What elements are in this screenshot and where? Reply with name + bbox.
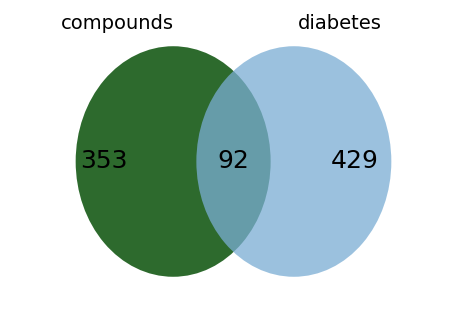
Text: 353: 353	[80, 150, 127, 173]
Ellipse shape	[196, 46, 391, 277]
Text: 92: 92	[218, 150, 249, 173]
Text: compounds: compounds	[61, 14, 174, 33]
Text: diabetes: diabetes	[298, 14, 382, 33]
Ellipse shape	[76, 46, 271, 277]
Text: 429: 429	[330, 150, 378, 173]
